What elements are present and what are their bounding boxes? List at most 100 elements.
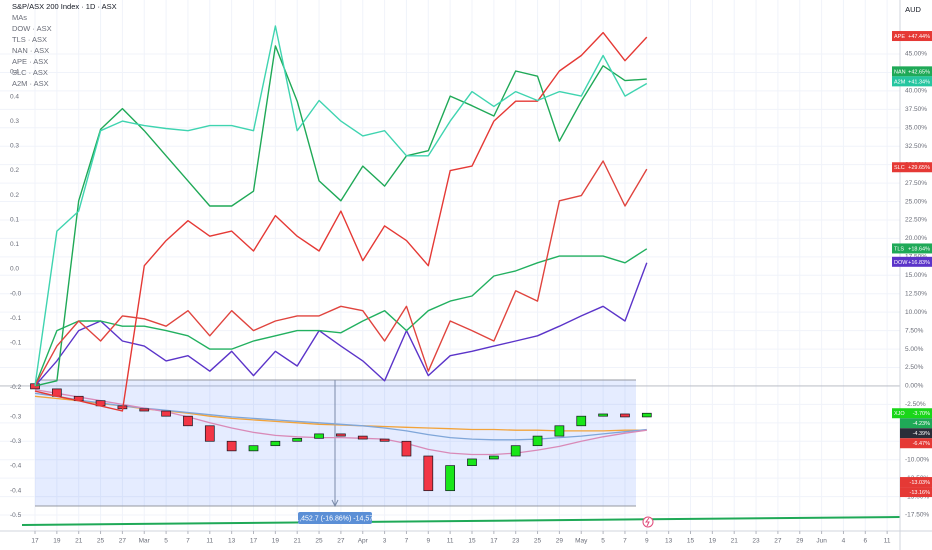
event-bolt [645,517,650,527]
legend-heading: MAs [12,13,27,22]
y-tick-label: 32.50% [905,143,927,150]
legend-entry: APE · ASX [12,57,48,66]
legend-entry: A2M · ASX [12,79,49,88]
y2-tick-label: -0.1 [10,315,22,322]
y2-tick-label: 0.1 [10,241,19,248]
candle [401,440,412,457]
series-line [34,248,648,387]
price-label-ticker: NAN [894,69,906,75]
candle [620,413,630,418]
price-label-ticker: XJO [894,411,905,417]
y-tick-label: 45.00% [905,51,927,58]
y-tick-label: 15.00% [905,272,927,279]
price-label-box [900,438,932,449]
candle [554,425,565,437]
candle [270,440,281,447]
x-tick-label: 19 [272,538,280,545]
candle [489,455,499,460]
x-tick-label: 11 [206,538,213,545]
price-label-box [892,31,932,42]
y-tick-label: 2.50% [905,364,924,371]
price-label-value: +29.65% [908,165,930,171]
y-tick-label: 37.50% [905,106,927,113]
candle [641,412,652,418]
x-tick-label: 5 [164,538,168,545]
candle [139,408,150,412]
candle [204,425,215,442]
candle [357,435,368,440]
trend-line [21,516,901,526]
x-tick-label: 27 [774,538,782,545]
candle [423,455,434,492]
y2-tick-label: 0.2 [10,192,19,199]
plot [30,25,652,492]
x-tick-label: 15 [687,538,695,545]
price-label-value: -13.16% [910,490,931,496]
x-tick-label: 21 [75,538,83,545]
candle [314,433,324,439]
candle [467,458,477,466]
legend-entry: DOW · ASX [12,24,52,33]
currency: AUD [905,5,921,14]
y-tick-label: 27.50% [905,180,927,187]
candle [445,465,455,492]
x-tick-label: 13 [665,538,673,545]
legend-entry: TLS · ASX [12,35,47,44]
candle [532,435,543,447]
x-tick-label: 25 [534,538,542,545]
measure-arrowhead [331,499,339,508]
x-tick-label: 17 [250,538,258,545]
price-label-value: -13.03% [910,480,931,486]
series-line [34,31,648,412]
x-tick-label: 25 [97,538,105,545]
series-line [34,262,648,387]
price-label-value: +41.34% [908,79,930,85]
price-label-box [892,162,932,173]
y-tick-label: 22.50% [905,217,927,224]
x-tick-label: May [575,538,588,545]
series-line [34,160,648,387]
x-tick-label: 27 [119,538,127,545]
x-tick-label: 19 [53,538,61,545]
price-label-ticker: APE [894,34,905,40]
price-label-ticker: DOW [894,260,908,266]
x-tick-label: 11 [447,538,454,545]
x-tick-label: 15 [468,538,476,545]
y2-tick-label: 0.4 [10,93,19,100]
chart-title: S&P/ASX 200 Index · 1D · ASX [12,2,117,11]
y-tick-label: 10.00% [905,309,927,316]
y2-tick-label: 0.1 [10,216,19,223]
x-tick-label: 21 [294,538,302,545]
y2-tick-label: -0.4 [10,487,22,494]
candle [292,437,303,442]
x-tick-label: 7 [405,538,409,545]
candle [379,438,390,442]
price-label-value: -6.47% [913,441,931,447]
y2-tick-label: -0.1 [10,340,22,347]
y-tick-label: 35.00% [905,125,927,132]
candle [576,415,587,427]
x-tick-label: 4 [842,538,846,545]
y-tick-label: 40.00% [905,88,927,95]
x-tick-label: 9 [426,538,430,545]
y2-tick-label: -0.3 [10,438,22,445]
price-label-ticker: A2M [894,79,906,85]
y-tick-label: 12.50% [905,290,927,297]
price-label-value: -4.23% [913,421,931,427]
legend-entry: NAN · ASX [12,46,49,55]
x-tick-label: 5 [601,538,605,545]
x-tick-label: 23 [752,538,760,545]
candle [598,413,608,417]
measure-label-box [298,512,372,524]
candle [161,410,171,417]
price-label-box [892,256,932,267]
price-label-value: -4.39% [913,431,931,437]
moving-average [34,388,647,456]
x-tick-label: 23 [512,538,520,545]
y-tick-label: 7.50% [905,327,924,334]
price-label-box [900,418,932,429]
y2-tick-label: -0.2 [10,384,22,391]
x-tick-label: 25 [315,538,323,545]
y2-tick-label: -0.0 [10,290,22,297]
candle [248,445,259,452]
